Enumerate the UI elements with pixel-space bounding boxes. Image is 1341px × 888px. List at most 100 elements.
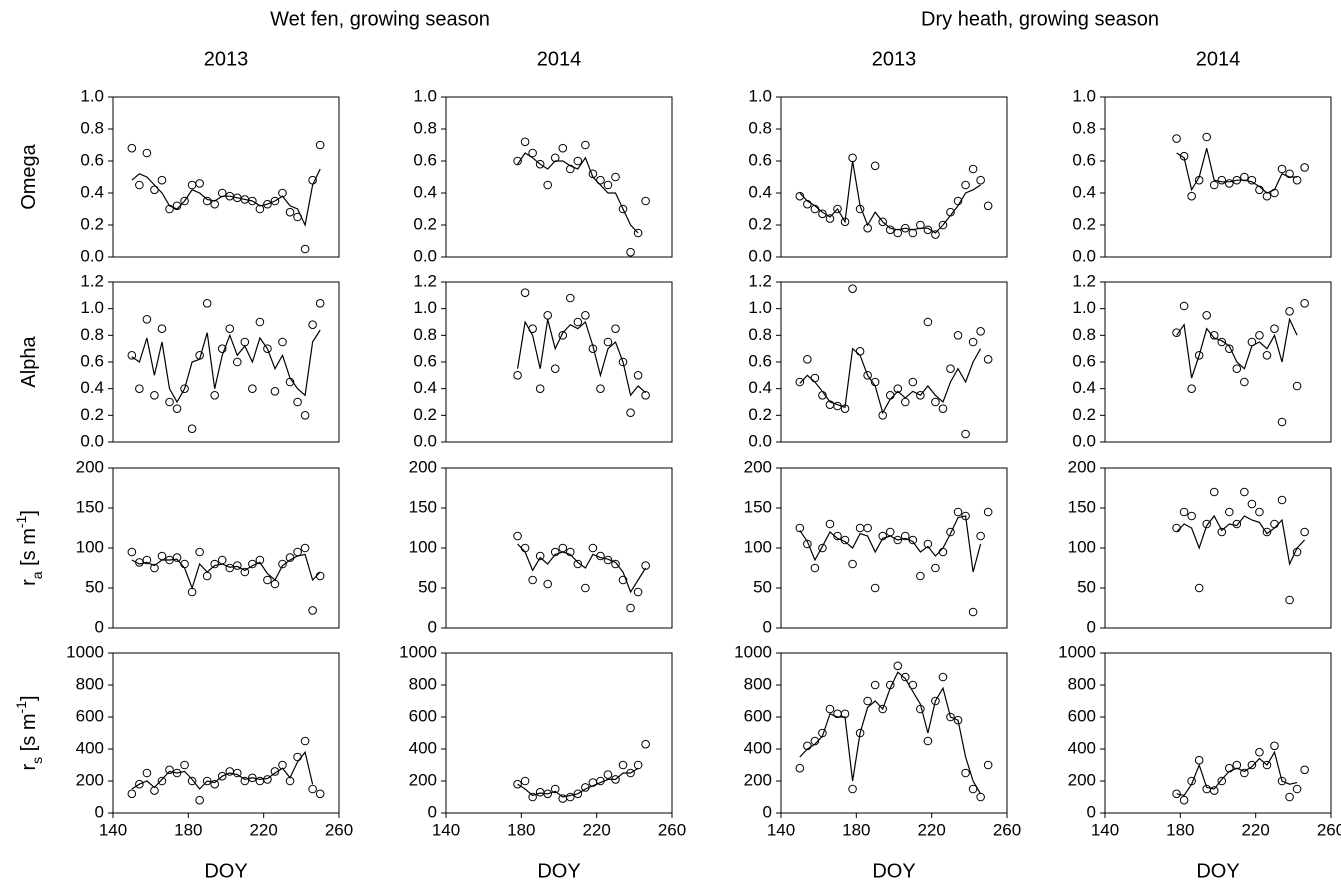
y-tick-label: 400 [1068,738,1096,757]
y-tick-label: 1.0 [1072,298,1096,317]
data-point [255,204,265,214]
mean-line [517,767,639,798]
data-point [210,199,219,209]
x-tick-label: 180 [174,820,202,839]
data-point [581,583,590,593]
y-tick-label: 0.6 [80,351,104,370]
y-tick-label: 50 [1077,577,1096,596]
plot-frame [112,467,340,629]
data-point [848,784,857,794]
data-point [908,228,918,238]
data-point [1194,351,1204,360]
data-point [187,776,197,786]
data-point [810,204,820,214]
data-point [1300,765,1309,775]
data-point [202,299,212,308]
y-tick-label: 0.4 [748,182,772,201]
y-tick-label: 0.2 [413,214,437,233]
data-point [1255,747,1264,757]
data-point [135,384,144,393]
data-point [1232,760,1242,770]
data-point [641,391,650,400]
data-point [1277,776,1287,786]
data-point [611,324,620,333]
data-point [840,404,850,413]
data-point [293,547,302,557]
data-point [818,209,827,219]
data-point [1225,763,1234,773]
data-point [255,317,265,327]
data-point [626,768,635,778]
y-tick-label: 0.4 [413,378,437,397]
data-point [581,140,590,150]
mean-line [517,319,646,397]
data-point [938,220,948,230]
y-tick-label: 0.6 [80,150,104,169]
data-point [1179,151,1189,161]
y-tick-label: 0.4 [748,378,772,397]
data-point [1255,507,1264,517]
y-tick-label: 200 [744,457,772,476]
data-point [225,767,235,776]
data-point [520,543,530,553]
data-point [233,768,242,778]
data-point [1172,523,1181,533]
x-tick-label: 220 [917,820,945,839]
data-point [946,527,955,537]
data-point [923,317,933,327]
data-point [528,324,537,333]
x-tick-label: 180 [507,820,535,839]
data-point [535,551,545,561]
data-point [240,337,250,347]
data-point [833,531,842,541]
data-point [581,783,590,792]
data-point [248,559,257,569]
y-axis-label-part: r [18,764,40,771]
data-point [818,543,827,553]
data-point [180,384,189,393]
mean-line [799,515,982,573]
data-point [1270,741,1279,751]
data-point [308,606,317,615]
data-point [210,559,219,569]
x-tick-label: 220 [1241,820,1269,839]
y-tick-label: 1.2 [748,271,772,290]
data-point [641,739,650,749]
data-point [278,559,287,569]
data-point [893,384,903,393]
mean-line [131,329,321,404]
plot-frame [1104,652,1332,814]
y-axis-label-part: ] [18,695,40,701]
y-tick-label: 200 [1068,770,1096,789]
data-point [308,175,317,185]
data-point [818,391,827,400]
data-point [248,773,257,783]
data-point [810,373,820,383]
y-tick-label: 0.0 [413,431,437,450]
data-point [1262,191,1272,201]
y-tick-label: 600 [1068,706,1096,725]
y-tick-label: 600 [76,706,104,725]
data-point [916,391,925,400]
y-tick-label: 1000 [734,642,772,661]
mean-line [799,671,982,795]
y-tick-label: 0.2 [80,405,104,424]
x-tick-label: 140 [767,820,795,839]
y-tick-label: 800 [1068,674,1096,693]
data-point [127,789,137,799]
data-point [885,527,895,537]
data-point [1232,519,1242,529]
data-point [293,212,302,222]
data-point [1194,583,1204,593]
data-point [300,736,310,746]
data-point [1217,175,1227,185]
data-point [855,204,865,214]
data-point [558,794,568,803]
data-point [588,344,598,353]
data-point [1255,331,1264,340]
data-point [1262,351,1272,360]
data-point [157,776,167,786]
y-tick-label: 800 [76,674,104,693]
y-axis-label-part: [s m [18,528,40,571]
